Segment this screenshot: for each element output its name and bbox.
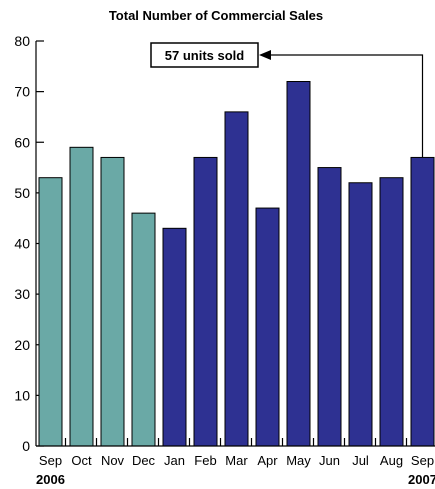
y-tick-label: 50 (14, 185, 30, 201)
y-tick-label: 10 (14, 387, 30, 403)
bar-dec-2006 (131, 212, 156, 447)
x-tick-label: Feb (194, 453, 216, 468)
bar-sep-2007 (410, 156, 435, 447)
y-tick-label: 0 (22, 438, 30, 454)
x-tick-label: Jun (319, 453, 340, 468)
callout-box (150, 42, 259, 68)
x-tick-label: Jul (352, 453, 369, 468)
callout-leader-line (270, 54, 424, 158)
y-tick-label: 20 (14, 337, 30, 353)
bars (38, 81, 435, 447)
bar-jun-2007 (317, 167, 342, 447)
annotation: 57 units sold (150, 42, 424, 158)
x-tick-label: May (286, 453, 311, 468)
chart-title: Total Number of Commercial Sales (109, 8, 323, 23)
bar-jul-2007 (348, 182, 373, 447)
y-tick-label: 30 (14, 286, 30, 302)
x-tick-label: Sep (411, 453, 434, 468)
x-tick-label: Apr (257, 453, 278, 468)
bar-oct-2006 (69, 146, 94, 447)
bar-mar-2007 (224, 111, 249, 447)
x-tick-label: Sep (39, 453, 62, 468)
y-tick-label: 80 (14, 33, 30, 49)
x-axis: Sep Oct Nov Dec Jan Feb Mar Apr May Jun Jul Aug Sep 2… (36, 438, 435, 487)
callout-arrowhead (259, 50, 271, 60)
bar-nov-2006 (100, 156, 125, 447)
y-axis: 0 10 20 30 40 50 60 70 80 (14, 33, 44, 454)
bar-apr-2007 (255, 207, 280, 447)
x-tick-label: Jan (164, 453, 185, 468)
x-tick-label: Mar (225, 453, 248, 468)
x-tick-label: Oct (71, 453, 92, 468)
bar-may-2007 (286, 81, 311, 447)
bar-feb-2007 (193, 156, 218, 447)
x-tick-label: Aug (380, 453, 403, 468)
year-label-end: 2007 (408, 472, 435, 487)
x-tick-label: Nov (101, 453, 125, 468)
y-tick-label: 40 (14, 236, 30, 252)
x-tick-label: Dec (132, 453, 156, 468)
callout-text: 57 units sold (165, 48, 245, 63)
bar-sep-2006 (38, 177, 63, 447)
bar-aug-2007 (379, 177, 404, 447)
y-tick-label: 70 (14, 84, 30, 100)
bar-jan-2007 (162, 227, 187, 447)
year-label-start: 2006 (36, 472, 65, 487)
y-tick-label: 60 (14, 134, 30, 150)
